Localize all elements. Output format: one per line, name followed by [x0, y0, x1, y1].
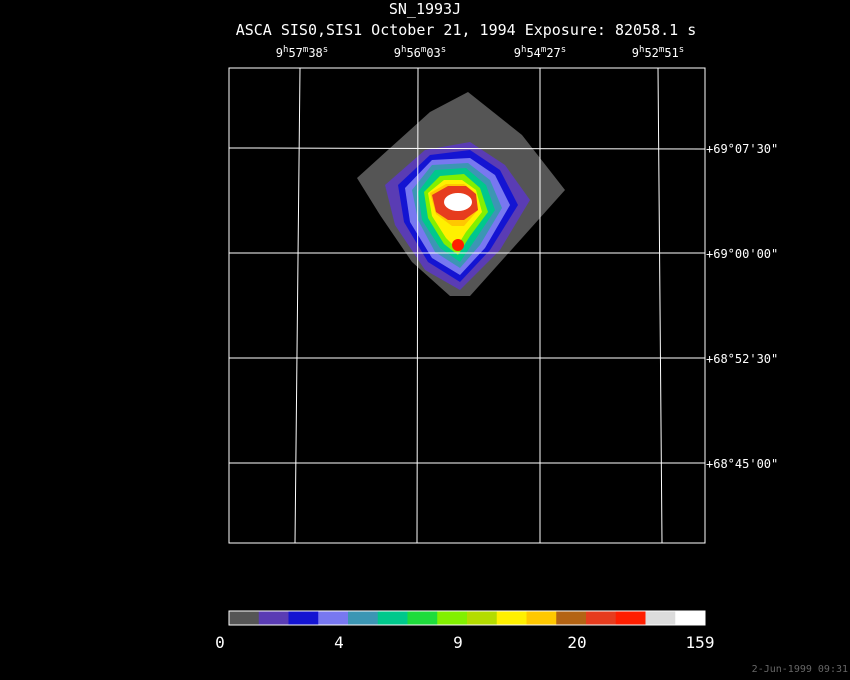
colorbar-label: 9 — [453, 633, 463, 652]
colorbar-swatch — [348, 611, 379, 625]
ra-unit: h — [401, 45, 406, 55]
colorbar-swatch — [496, 611, 527, 625]
ra-unit: m — [421, 45, 426, 55]
colorbar-swatch — [467, 611, 498, 625]
source-image — [357, 92, 565, 296]
colorbar-swatch — [586, 611, 617, 625]
colorbar-swatch — [377, 611, 408, 625]
ra-unit: m — [303, 45, 308, 55]
colorbar-swatch — [288, 611, 319, 625]
ra-number: 38 — [308, 46, 322, 60]
colorbar-swatch — [615, 611, 646, 625]
ra-label: 9h54m27s — [514, 45, 566, 60]
dec-grid — [228, 147, 706, 464]
ra-label: 9h57m38s — [276, 45, 328, 60]
ra-unit: h — [521, 45, 526, 55]
ra-number: 52 — [644, 46, 658, 60]
dec-label: +68°52'30" — [706, 352, 778, 366]
ra-number: 9 — [632, 46, 639, 60]
ra-number: 03 — [426, 46, 440, 60]
colorbar-swatch — [407, 611, 438, 625]
ra-unit: s — [441, 45, 446, 55]
subtitle: ASCA SIS0,SIS1 October 21, 1994 Exposure… — [236, 21, 697, 39]
ra-number: 9 — [394, 46, 401, 60]
colorbar-swatch — [258, 611, 289, 625]
ra-number: 9 — [514, 46, 521, 60]
colorbar-border — [228, 610, 706, 626]
colorbar-swatch — [675, 611, 706, 625]
colorbar-label: 4 — [334, 633, 344, 652]
image-frame — [228, 67, 706, 544]
colorbar-label: 0 — [215, 633, 225, 652]
dec-label: +69°07'30" — [706, 142, 778, 156]
ra-number: 54 — [526, 46, 540, 60]
colorbar-swatch — [526, 611, 557, 625]
dec-label: +68°45'00" — [706, 457, 778, 471]
dec-label: +69°00'00" — [706, 247, 778, 261]
ra-number: 56 — [406, 46, 420, 60]
colorbar-label: 20 — [567, 633, 586, 652]
ra-unit: s — [561, 45, 566, 55]
ra-label: 9h56m03s — [394, 45, 446, 60]
emission-secondary — [452, 239, 464, 251]
dec-labels: +69°07'30" +69°00'00" +68°52'30" +68°45'00" — [706, 142, 778, 471]
title: SN_1993J — [389, 0, 461, 18]
ra-grid — [294, 67, 663, 544]
ra-unit: s — [323, 45, 328, 55]
ra-label: 9h52m51s — [632, 45, 684, 60]
ra-number: 57 — [288, 46, 302, 60]
colorbar: 0 4 9 20 159 — [215, 610, 715, 652]
ra-labels: 9h57m38s 9h56m03s 9h54m27s 9h52m51s — [276, 45, 684, 60]
colorbar-swatch — [318, 611, 349, 625]
colorbar-swatch — [645, 611, 676, 625]
colorbar-swatch — [556, 611, 587, 625]
ra-unit: h — [283, 45, 288, 55]
ra-number: 9 — [276, 46, 283, 60]
ra-unit: m — [541, 45, 546, 55]
ra-number: 27 — [546, 46, 560, 60]
colorbar-swatch — [229, 611, 260, 625]
ra-unit: s — [679, 45, 684, 55]
emission-peak — [444, 193, 472, 211]
colorbar-swatch — [437, 611, 468, 625]
ra-unit: m — [659, 45, 664, 55]
colorbar-label: 159 — [686, 633, 715, 652]
timestamp: 2-Jun-1999 09:31 — [752, 664, 848, 675]
ra-number: 51 — [664, 46, 678, 60]
ra-unit: h — [639, 45, 644, 55]
